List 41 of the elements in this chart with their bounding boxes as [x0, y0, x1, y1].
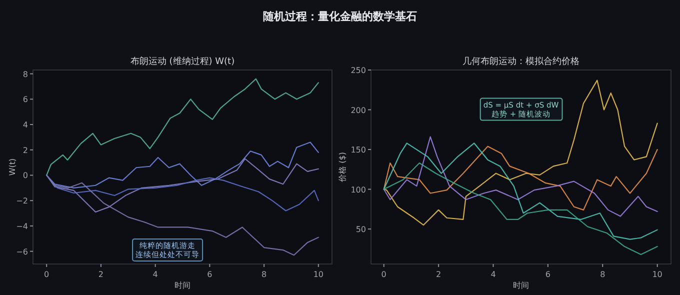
x-tick-label: 4 [490, 270, 496, 279]
x-tick-label: 6 [207, 270, 212, 279]
line-series [383, 80, 658, 226]
line-series [46, 142, 319, 188]
x-tick-label: 0 [381, 270, 386, 279]
x-tick-label: 0 [44, 270, 50, 279]
line-series [383, 142, 658, 240]
line-series [46, 78, 319, 176]
x-tick-label: 2 [436, 270, 442, 279]
line-series [383, 146, 658, 210]
y-tick-label: 200 [350, 106, 366, 115]
chart-title: 布朗运动 (维纳过程) W(t) [130, 56, 235, 67]
y-tick-label: 2 [22, 146, 28, 155]
x-tick-label: 8 [600, 270, 606, 279]
line-series [46, 158, 319, 213]
x-tick-label: 10 [313, 270, 324, 279]
line-series [46, 174, 319, 256]
y-tick-label: 100 [350, 185, 366, 194]
x-tick-label: 4 [152, 270, 158, 279]
y-tick-label: 4 [22, 120, 28, 130]
x-axis-title: 时间 [513, 281, 529, 290]
x-axis-title: 时间 [174, 281, 190, 290]
y-tick-label: 8 [22, 70, 28, 79]
x-tick-label: 8 [262, 270, 267, 279]
x-tick-label: 10 [652, 270, 662, 279]
y-tick-label: 6 [22, 95, 28, 104]
y-tick-label: −6 [16, 247, 28, 256]
y-tick-label: −2 [16, 196, 28, 206]
y-tick-label: 50 [356, 225, 366, 234]
x-tick-label: 2 [98, 270, 104, 279]
x-tick-label: 6 [545, 270, 550, 279]
line-series [383, 162, 658, 256]
y-tick-label: 250 [350, 66, 366, 75]
text: 随机过程：量化金融的数学基石 [263, 10, 417, 23]
y-tick-label: 0 [22, 171, 28, 180]
chart-title: 几何布朗运动：模拟合约价格 [462, 56, 580, 67]
line-series [383, 136, 658, 217]
y-axis-title: 价格 ($) [338, 152, 347, 183]
y-tick-label: 150 [350, 146, 366, 155]
y-tick-label: −4 [16, 222, 28, 231]
y-axis-title: W(t) [8, 158, 17, 176]
